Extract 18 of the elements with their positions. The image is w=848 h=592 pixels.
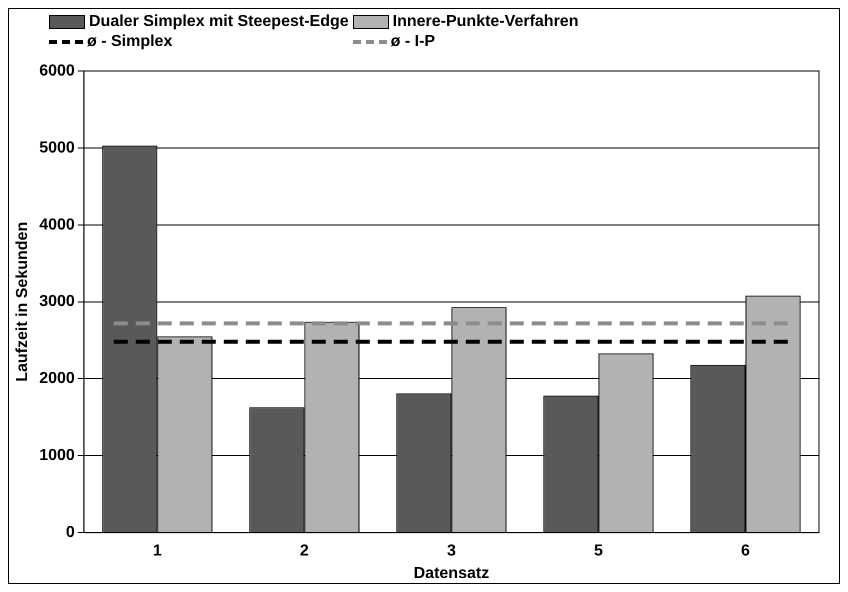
y-tick-label: 3000 — [39, 293, 75, 310]
legend-label: ø - Simplex — [87, 33, 172, 51]
x-axis-title: Datensatz — [414, 564, 490, 582]
y-tick-label: 5000 — [39, 139, 75, 156]
y-tick-label: 4000 — [39, 216, 75, 234]
y-tick-label: 2000 — [39, 370, 75, 388]
y-axis-title: Laufzeit in Sekunden — [14, 222, 32, 382]
y-tick-label: 0 — [66, 524, 75, 542]
x-tick-label: 6 — [741, 542, 750, 560]
y-tick-label: 6000 — [39, 62, 75, 80]
x-tick-label: 1 — [152, 542, 162, 560]
legend-label: Dualer Simplex mit Steepest-Edge — [89, 13, 349, 31]
legend-label: ø - I-P — [390, 33, 436, 51]
x-tick-label: 2 — [300, 542, 309, 560]
x-tick-label: 3 — [446, 542, 456, 560]
legend-label: Innere-Punkte-Verfahren — [392, 13, 578, 31]
y-tick-label: 1000 — [39, 447, 75, 464]
x-tick-label: 5 — [594, 542, 603, 560]
